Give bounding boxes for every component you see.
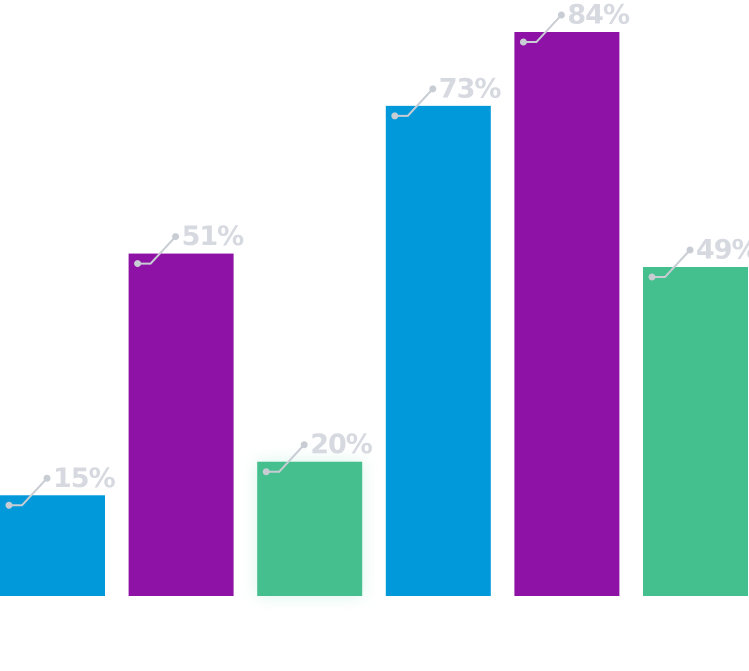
label-leader — [137, 235, 177, 265]
label-leader — [266, 444, 305, 473]
value-label: 49% — [696, 235, 749, 266]
leader-dot — [686, 246, 694, 254]
leader-dot — [172, 233, 180, 241]
bar — [385, 105, 491, 596]
leader-dot — [300, 441, 308, 449]
leader-dot — [391, 112, 399, 120]
bar — [643, 267, 748, 596]
leader-dot — [43, 474, 51, 482]
leader-dot — [262, 468, 270, 476]
label-leader — [9, 477, 48, 507]
leader-dot — [557, 11, 565, 19]
value-label: 73% — [439, 73, 502, 104]
bar — [128, 253, 234, 597]
leader-dot — [5, 501, 13, 509]
leader-dot — [134, 260, 142, 268]
bar — [0, 495, 105, 596]
leader-dot — [429, 85, 437, 93]
label-leader — [523, 14, 563, 43]
bar — [257, 461, 363, 596]
value-label: 51% — [182, 221, 245, 252]
value-label: 20% — [310, 429, 373, 460]
leader-dot — [519, 38, 527, 46]
label-leader — [394, 88, 434, 117]
bar — [514, 32, 620, 596]
value-label: 15% — [53, 463, 116, 494]
label-leader — [652, 249, 691, 278]
value-label: 84% — [567, 0, 630, 31]
leader-dot — [648, 273, 656, 281]
